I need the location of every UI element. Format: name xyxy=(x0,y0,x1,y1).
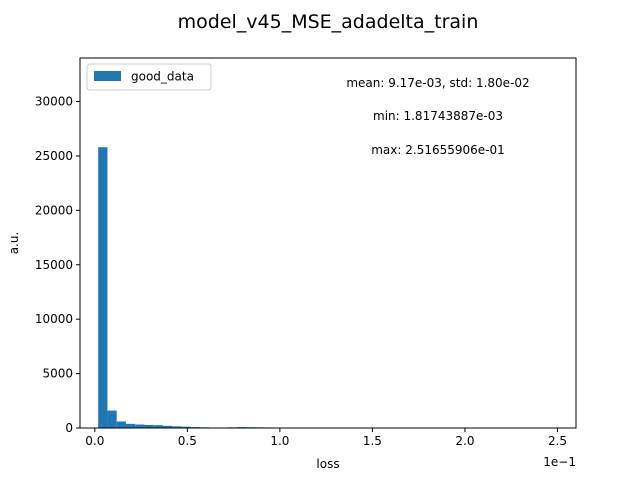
x-axis-ticks: 0.0 0.5 1.0 1.5 2.0 2.5 xyxy=(85,428,567,448)
y-tick-label: 5000 xyxy=(42,367,73,381)
histogram-bar xyxy=(135,425,144,428)
x-tick-label: 0.5 xyxy=(178,434,197,448)
x-axis-label: loss xyxy=(316,457,339,471)
chart-title: model_v45_MSE_adadelta_train xyxy=(178,11,479,33)
y-tick-label: 20000 xyxy=(35,203,73,217)
y-axis-label: a.u. xyxy=(7,232,21,255)
x-tick-label: 2.5 xyxy=(548,434,567,448)
histogram-bar xyxy=(117,421,126,428)
x-tick-label: 2.0 xyxy=(455,434,474,448)
y-tick-label: 10000 xyxy=(35,312,73,326)
y-tick-label: 0 xyxy=(65,421,73,435)
stats-min: min: 1.81743887e-03 xyxy=(373,109,503,123)
histogram-bar xyxy=(107,411,116,428)
stats-max: max: 2.51655906e-01 xyxy=(371,143,505,157)
histogram-bar xyxy=(126,424,135,428)
x-tick-label: 1.0 xyxy=(270,434,289,448)
histogram-bar xyxy=(98,147,107,428)
legend-label-good-data: good_data xyxy=(131,70,194,84)
x-axis-offset-label: 1e−1 xyxy=(543,455,576,469)
histogram-bars xyxy=(98,147,561,428)
legend: good_data xyxy=(87,64,211,90)
stats-mean-std: mean: 9.17e-03, std: 1.80e-02 xyxy=(346,76,529,90)
y-axis-ticks: 0 5000 10000 15000 20000 25000 30000 xyxy=(35,95,80,435)
legend-swatch xyxy=(94,71,121,81)
y-tick-label: 25000 xyxy=(35,149,73,163)
y-tick-label: 30000 xyxy=(35,95,73,109)
y-tick-label: 15000 xyxy=(35,258,73,272)
x-tick-label: 0.0 xyxy=(85,434,104,448)
x-tick-label: 1.5 xyxy=(363,434,382,448)
